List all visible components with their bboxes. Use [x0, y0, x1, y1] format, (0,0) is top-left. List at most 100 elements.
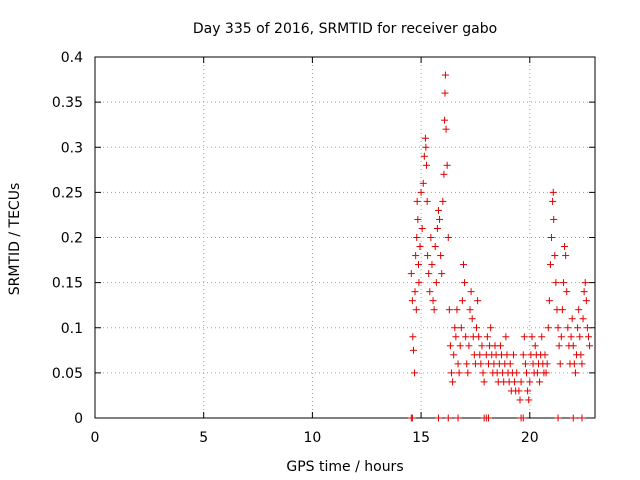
data-point: [517, 378, 525, 386]
data-point: [450, 351, 458, 359]
y-tick-labels: 0 0.05 0.1 0.15 0.2 0.25 0.3 0.35 0.4: [52, 50, 83, 427]
data-point: [409, 346, 417, 354]
data-point: [519, 351, 527, 359]
data-point: [544, 324, 552, 332]
data-point: [438, 270, 446, 278]
data-point: [420, 152, 428, 160]
data-point: [437, 252, 445, 260]
x-tick-label: 10: [303, 430, 321, 446]
data-point: [552, 279, 560, 287]
data-point: [441, 116, 449, 124]
data-point: [413, 197, 421, 205]
data-point: [465, 342, 473, 350]
axis-ticks: [94, 56, 595, 419]
data-point: [487, 324, 495, 332]
data-point: [454, 360, 462, 368]
data-point: [441, 89, 449, 97]
data-point: [412, 252, 420, 260]
data-point: [525, 396, 533, 404]
data-point: [580, 288, 588, 296]
data-point: [474, 297, 482, 305]
data-point: [569, 414, 577, 422]
y-tick-label: 0.25: [52, 185, 83, 201]
data-point: [549, 197, 557, 205]
data-point: [563, 288, 571, 296]
data-point: [579, 315, 587, 323]
y-tick-label: 0.35: [52, 95, 83, 111]
data-point: [456, 342, 464, 350]
data-point: [570, 360, 578, 368]
data-point: [548, 234, 556, 241]
data-point: [436, 215, 444, 223]
data-point: [409, 333, 417, 341]
x-axis-title: GPS time / hours: [286, 459, 403, 475]
data-point: [432, 279, 440, 287]
data-point: [434, 414, 442, 422]
data-point: [513, 369, 521, 377]
chart-title: Day 335 of 2016, SRMTID for receiver gab…: [193, 21, 497, 37]
data-point: [463, 360, 471, 368]
data-point: [520, 333, 528, 341]
data-point: [433, 224, 441, 232]
data-point: [458, 297, 466, 305]
data-point: [408, 297, 416, 305]
data-point: [442, 125, 450, 133]
data-point: [468, 315, 476, 323]
data-point: [546, 261, 554, 269]
data-point: [408, 414, 416, 422]
data-point: [578, 414, 586, 422]
data-point: [556, 360, 564, 368]
data-point: [541, 351, 549, 359]
data-point: [412, 306, 420, 314]
data-point: [446, 342, 454, 350]
data-point: [586, 342, 594, 350]
data-point: [575, 306, 583, 314]
data-point: [569, 342, 577, 350]
data-point: [444, 234, 452, 241]
y-tick-label: 0.3: [61, 140, 83, 156]
data-point: [480, 378, 488, 386]
data-point: [484, 414, 492, 422]
data-point: [459, 261, 467, 269]
data-point: [536, 378, 544, 386]
data-point: [451, 324, 459, 332]
data-point: [571, 369, 579, 377]
y-tick-label: 0.05: [52, 366, 83, 382]
data-point: [531, 342, 539, 350]
data-point: [578, 360, 586, 368]
x-tick-label: 15: [412, 430, 430, 446]
data-point: [545, 297, 553, 305]
data-point: [414, 215, 422, 223]
data-point: [421, 134, 429, 142]
data-point: [503, 351, 511, 359]
data-point: [483, 333, 491, 341]
data-point: [516, 396, 524, 404]
data-point: [581, 279, 589, 287]
data-point: [559, 279, 567, 287]
data-point: [431, 243, 439, 251]
data-point: [418, 224, 426, 232]
data-point: [564, 324, 572, 332]
x-tick-labels: 0 5 10 15 20: [91, 430, 539, 446]
data-point: [476, 351, 484, 359]
data-point: [422, 143, 430, 151]
data-point: [441, 71, 449, 79]
data-point: [554, 414, 562, 422]
data-point: [445, 306, 453, 314]
y-tick-label: 0.1: [61, 321, 83, 337]
data-point: [453, 306, 461, 314]
data-point: [434, 206, 442, 214]
data-point: [439, 197, 447, 205]
data-point: [407, 270, 415, 278]
y-tick-label: 0.15: [52, 276, 83, 292]
data-point: [557, 333, 565, 341]
data-point: [558, 306, 566, 314]
data-point: [444, 414, 452, 422]
data-point: [561, 243, 569, 251]
data-point: [413, 234, 421, 241]
data-point: [506, 360, 514, 368]
data-point: [551, 252, 559, 260]
data-point: [526, 378, 534, 386]
data-point: [414, 261, 422, 269]
data-point: [477, 360, 485, 368]
